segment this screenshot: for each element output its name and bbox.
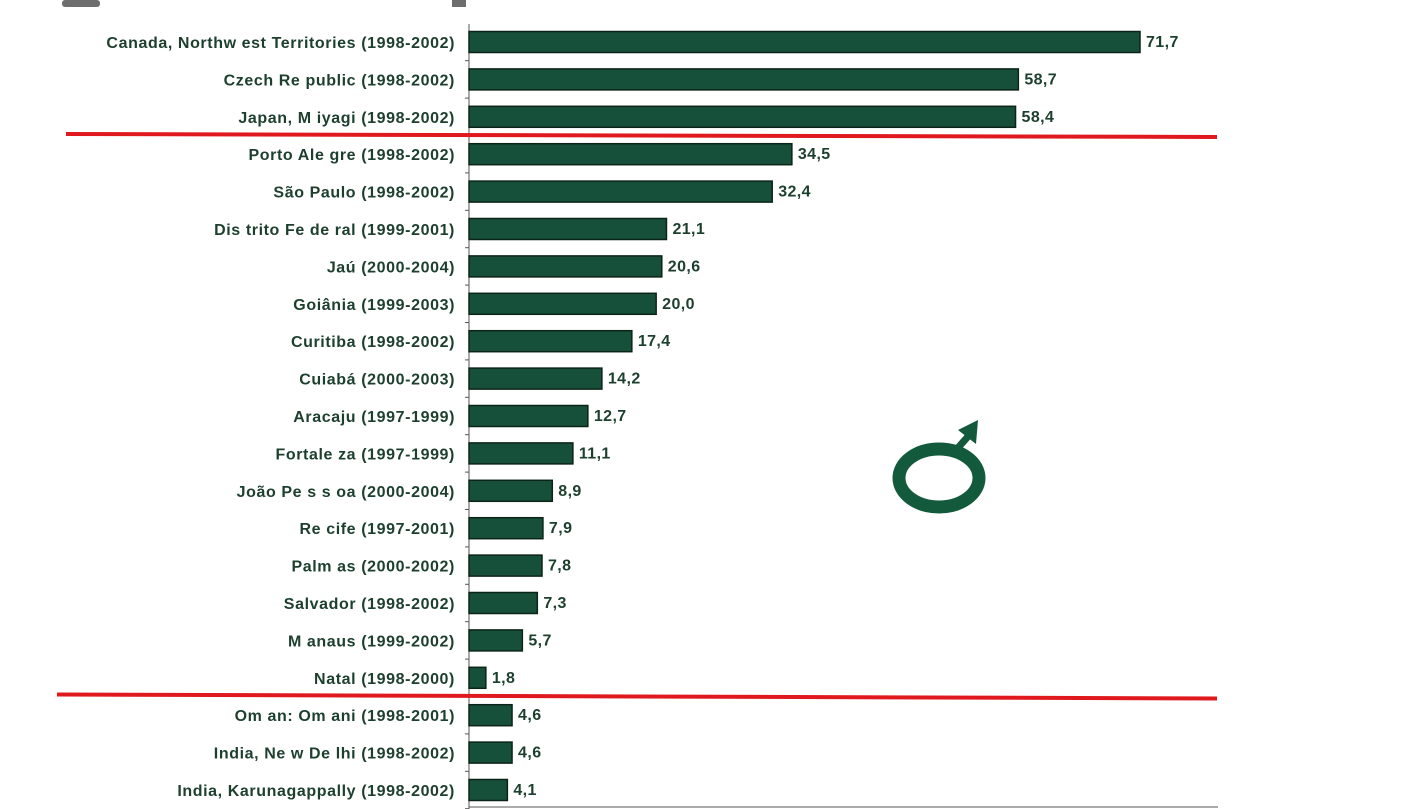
bar: [468, 703, 513, 727]
category-label: India, Karunagappally (1998-2002): [177, 783, 455, 800]
category-label: Dis trito Fe de ral (1999-2001): [214, 222, 455, 239]
data-label: 7,9: [549, 520, 572, 537]
category-label: M anaus (1999-2002): [288, 633, 455, 650]
category-label: São Paulo (1998-2002): [273, 185, 455, 202]
data-label: 7,8: [548, 558, 571, 575]
bar: [468, 516, 544, 540]
category-label: Natal (1998-2000): [314, 671, 455, 688]
bar: [468, 741, 513, 764]
category-label: Re cife (1997-2001): [300, 521, 456, 538]
bar: [468, 591, 539, 615]
category-label: Om an: Om ani (1998-2001): [235, 708, 455, 725]
category-labels: Canada, Northw est Territories (1998-200…: [106, 35, 456, 800]
bar: [468, 255, 663, 278]
category-label: India, Ne w De lhi (1998-2002): [214, 746, 455, 763]
data-label: 58,7: [1024, 71, 1057, 88]
data-label: 71,7: [1146, 34, 1179, 51]
group-separators: [56, 132, 1218, 701]
category-label: Goiânia (1999-2003): [293, 297, 455, 314]
data-label: 7,3: [543, 595, 566, 612]
male-symbol-icon: [892, 420, 986, 514]
data-label: 34,5: [798, 146, 831, 163]
bar: [468, 778, 509, 802]
category-label: Canada, Northw est Territories (1998-200…: [106, 35, 455, 52]
category-label: Japan, M iyagi (1998-2002): [238, 110, 455, 127]
data-label: 5,7: [528, 632, 551, 649]
data-label: 1,8: [492, 670, 515, 687]
bar: [468, 666, 487, 690]
value-labels: 71,7 58,7 58,4 34,5 32,4 21,1 20,6 20,0 17,4 14,2…: [492, 34, 1179, 799]
bar: [468, 30, 1141, 54]
bar: [468, 217, 668, 241]
bar: [468, 292, 657, 316]
data-label: 4,1: [513, 782, 536, 799]
category-label: Cuiabá (2000-2003): [299, 372, 455, 389]
data-label: 20,6: [668, 258, 701, 275]
category-label: Aracaju (1997-1999): [293, 409, 455, 426]
bar: [468, 105, 1017, 129]
data-label: 20,0: [662, 296, 695, 313]
data-label: 4,6: [518, 707, 541, 724]
category-label: Curitiba (1998-2002): [291, 334, 455, 351]
category-label: Salvador (1998-2002): [284, 596, 455, 613]
data-label: 17,4: [638, 333, 671, 350]
bar: [468, 404, 589, 428]
group-separator-line: [56, 692, 1218, 701]
data-label: 4,6: [518, 745, 541, 762]
bar: [468, 554, 543, 577]
bar: [468, 442, 574, 465]
data-label: 21,1: [672, 221, 705, 238]
bar: [468, 367, 603, 390]
data-label: 8,9: [558, 483, 581, 500]
bar: [468, 68, 1020, 91]
category-label: Fortale za (1997-1999): [275, 446, 455, 463]
title-fragment: [62, 0, 466, 7]
data-label: 58,4: [1022, 109, 1055, 126]
group-separator-line: [65, 132, 1218, 139]
bar: [468, 142, 793, 166]
data-label: 32,4: [778, 184, 811, 201]
category-label: Palm as (2000-2002): [291, 559, 455, 576]
bars: [465, 30, 1141, 809]
category-label: Jaú (2000-2004): [327, 259, 455, 276]
data-label: 11,1: [579, 445, 611, 462]
category-label: Porto Ale gre (1998-2002): [249, 147, 455, 164]
category-label: Czech Re public (1998-2002): [224, 72, 455, 89]
bar: [468, 180, 773, 203]
bar: [468, 479, 554, 503]
category-label: João Pe s s oa (2000-2004): [237, 484, 455, 501]
data-label: 12,7: [594, 408, 627, 425]
bar: [468, 629, 524, 652]
data-label: 14,2: [608, 371, 641, 388]
bar: [468, 329, 633, 353]
